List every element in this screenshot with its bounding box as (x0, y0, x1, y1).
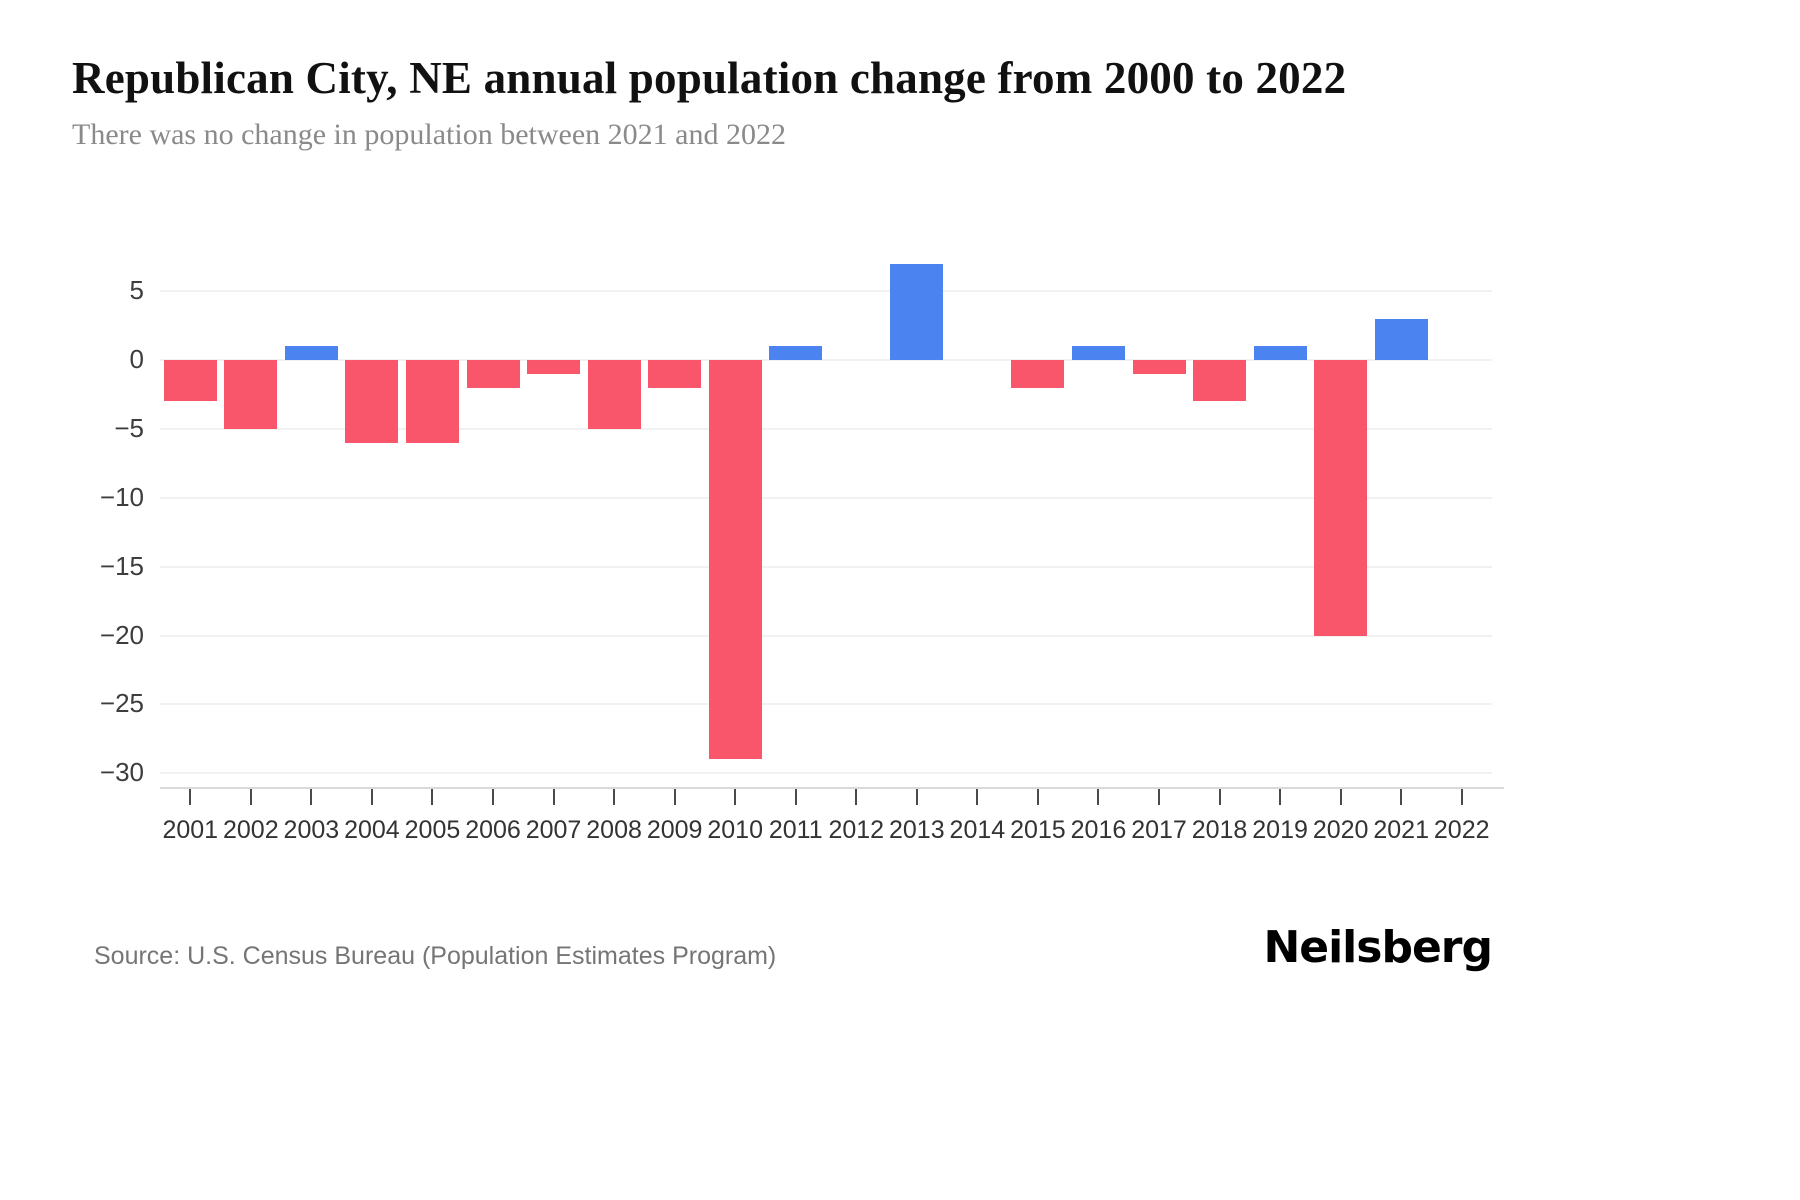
bar-2017 (1132, 360, 1186, 374)
bar-2005 (405, 360, 459, 443)
y-axis-tick-label--20: −20 (99, 619, 144, 650)
x-axis-tick-label-2022: 2022 (1433, 816, 1490, 844)
x-axis-tick-label-2001: 2001 (162, 816, 219, 844)
gridline--15 (160, 565, 1492, 568)
bar-2013 (890, 263, 944, 361)
x-axis-tick-2016 (1097, 789, 1100, 805)
x-axis-tick-2022 (1460, 789, 1463, 805)
x-axis-tick-2018 (1218, 789, 1221, 805)
gridline-5 (160, 290, 1492, 293)
y-axis-tick-label-5: 5 (129, 275, 144, 306)
gridline--20 (160, 634, 1492, 637)
x-axis-tick-2015 (1036, 789, 1039, 805)
bar-2007 (527, 360, 581, 374)
bar-2020 (1314, 360, 1368, 636)
x-axis-tick-label-2021: 2021 (1373, 816, 1429, 844)
x-axis-tick-label-2010: 2010 (707, 816, 763, 844)
x-axis-tick-2012 (855, 789, 858, 805)
x-axis-tick-label-2007: 2007 (525, 816, 582, 844)
bar-2001 (163, 360, 217, 402)
gridline--5 (160, 428, 1492, 430)
x-axis-tick-2008 (613, 789, 616, 805)
x-axis-line (160, 787, 1504, 789)
x-axis-tick-2019 (1279, 789, 1282, 805)
bar-2018 (1193, 360, 1247, 402)
gridline--30 (160, 772, 1492, 775)
bar-2010 (708, 360, 762, 760)
bar-2002 (224, 360, 278, 429)
gridline--10 (160, 496, 1492, 499)
x-axis-tick-2013 (915, 789, 918, 805)
brand-logo: Neilsberg (1263, 922, 1493, 973)
gridline-0 (160, 359, 1492, 362)
x-axis-tick-2021 (1400, 789, 1403, 805)
x-axis-tick-2010 (734, 789, 737, 805)
x-axis-tick-label-2013: 2013 (889, 816, 945, 844)
bar-2004 (345, 360, 399, 443)
bar-2009 (648, 360, 702, 388)
y-axis-tick-label--15: −15 (99, 550, 144, 581)
x-axis-tick-2001 (189, 789, 192, 805)
bar-2015 (1011, 360, 1065, 388)
bar-2008 (587, 360, 641, 429)
x-axis-tick-2003 (310, 789, 313, 805)
x-axis-tick-label-2015: 2015 (1010, 816, 1066, 844)
gridline--25 (160, 703, 1492, 706)
bar-chart-plot-area: 5 0 −5 −10 −15 −20 −25 −30 2001 2002 2003 2004 2005 2… (100, 250, 1504, 844)
bar-2019 (1253, 346, 1307, 361)
source-note: Source: U.S. Census Bureau (Population E… (94, 942, 777, 970)
bar-2003 (284, 346, 338, 361)
x-axis-tick-label-2019: 2019 (1252, 816, 1308, 844)
x-axis-tick-2007 (552, 789, 555, 805)
x-axis-tick-label-2020: 2020 (1312, 816, 1369, 844)
x-axis-tick-2009 (673, 789, 676, 805)
bar-2021 (1374, 318, 1428, 361)
y-axis-tick-label-0: 0 (129, 344, 144, 375)
x-axis-tick-label-2003: 2003 (283, 816, 340, 844)
y-axis-tick-label--30: −30 (99, 757, 144, 788)
x-axis-tick-label-2016: 2016 (1070, 816, 1127, 844)
y-axis-tick-label--10: −10 (99, 481, 144, 512)
x-axis-tick-label-2004: 2004 (344, 816, 400, 844)
chart-subtitle: There was no change in population betwee… (72, 118, 786, 151)
x-axis-tick-2005 (431, 789, 434, 805)
y-axis-tick-label--5: −5 (114, 413, 144, 443)
x-axis-tick-label-2018: 2018 (1191, 816, 1248, 844)
x-axis-tick-2004 (370, 789, 373, 805)
x-axis-tick-2006 (492, 789, 494, 805)
x-axis-tick-2020 (1339, 789, 1342, 805)
x-axis-tick-label-2012: 2012 (828, 816, 885, 844)
x-axis-tick-2014 (976, 789, 979, 805)
y-axis-tick-label--25: −25 (99, 688, 144, 719)
x-axis-tick-label-2006: 2006 (465, 816, 521, 844)
x-axis-tick-label-2002: 2002 (223, 816, 279, 844)
x-axis-tick-label-2009: 2009 (646, 816, 703, 844)
x-axis-tick-label-2014: 2014 (949, 816, 1006, 844)
x-axis-tick-label-2017: 2017 (1131, 816, 1187, 844)
x-axis-tick-label-2011: 2011 (768, 816, 823, 844)
bar-2016 (1071, 346, 1125, 361)
x-axis-tick-2002 (249, 789, 252, 805)
x-axis-tick-2011 (794, 789, 797, 805)
bar-2011 (769, 346, 823, 361)
bar-2006 (466, 360, 520, 388)
x-axis-tick-label-2005: 2005 (404, 816, 461, 844)
x-axis-tick-2017 (1158, 789, 1160, 805)
chart-title: Republican City, NE annual population ch… (72, 53, 1347, 103)
x-axis-tick-label-2008: 2008 (586, 816, 642, 844)
